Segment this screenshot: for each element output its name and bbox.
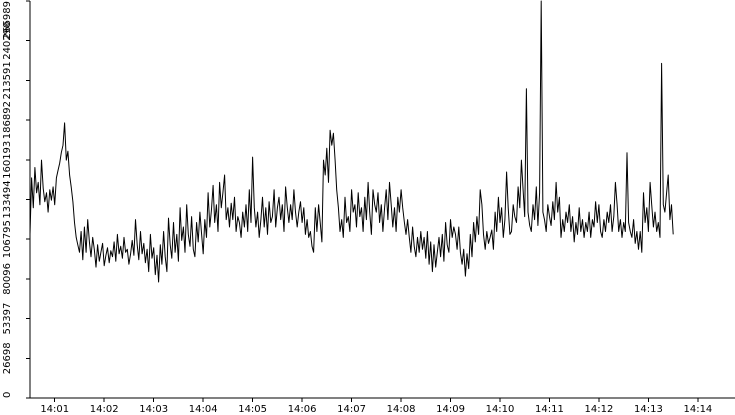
- y-tick-label: 26698: [2, 342, 13, 374]
- y-tick-label: 106795: [2, 220, 13, 258]
- x-tick-label: 14:08: [387, 404, 416, 415]
- x-tick-label: 14:11: [535, 404, 564, 415]
- y-tick-label: 186892: [2, 101, 13, 139]
- x-tick-label: 14:09: [436, 404, 465, 415]
- x-tick-label: 14:12: [585, 404, 614, 415]
- x-tick-label: 14:10: [486, 404, 515, 415]
- y-tick-label: 213591: [2, 61, 13, 99]
- x-tick-label: 14:03: [139, 404, 168, 415]
- y-tick-label: 80096: [2, 263, 13, 295]
- x-tick-label: 14:01: [40, 404, 69, 415]
- x-axis: 14:01 14:02 14:03 14:04 14:05 14:06 14:07 14:08…: [30, 397, 735, 415]
- y-tick-label: 160193: [2, 141, 13, 179]
- x-tick-label: 14:13: [634, 404, 663, 415]
- y-tick-label: 0: [2, 392, 13, 398]
- x-tick-label: 14:02: [90, 404, 119, 415]
- x-tick-label: 14:14: [683, 404, 712, 415]
- x-tick-label: 14:07: [337, 404, 366, 415]
- x-tick-label: 14:06: [288, 404, 317, 415]
- series-line-0: [29, 0, 674, 283]
- x-tick-label: 14:05: [238, 404, 267, 415]
- x-tick-label: 14:04: [189, 404, 218, 415]
- y-tick-label: 240290: [2, 22, 13, 60]
- y-tick-label: 53397: [2, 303, 13, 335]
- y-tick-label: 133494: [2, 180, 13, 218]
- plot-area: [29, 0, 674, 283]
- y-tick-label: 266989: [2, 1, 13, 39]
